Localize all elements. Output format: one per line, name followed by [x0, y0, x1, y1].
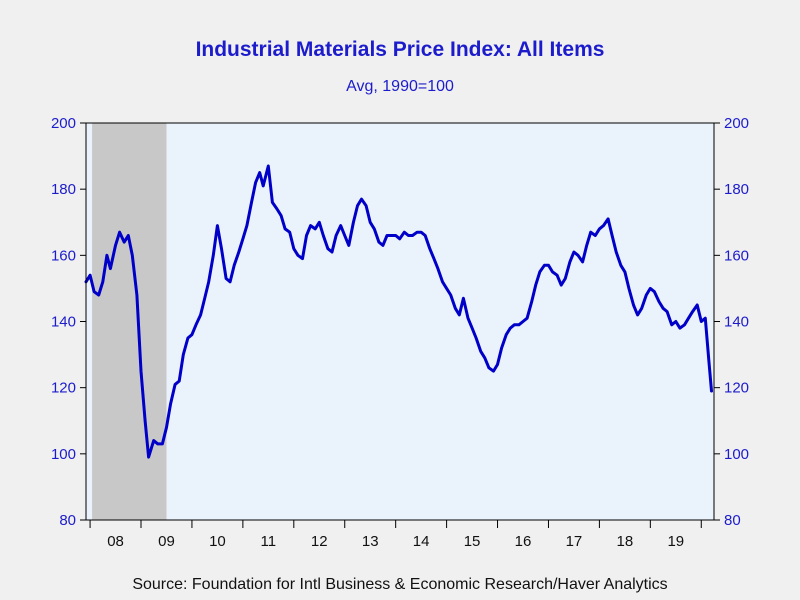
y-tick-label-left: 120: [51, 380, 76, 397]
x-tick-label: 08: [107, 533, 124, 550]
y-tick-label-right: 160: [724, 247, 749, 264]
source-note: Source: Foundation for Intl Business & E…: [132, 576, 668, 593]
y-tick-label-right: 200: [724, 115, 749, 132]
y-tick-label-right: 120: [724, 380, 749, 397]
y-tick-label-left: 80: [59, 512, 76, 529]
y-tick-label-right: 80: [724, 512, 741, 529]
y-tick-label-right: 140: [724, 314, 749, 331]
x-tick-label: 16: [515, 533, 532, 550]
x-tick-label: 15: [464, 533, 481, 550]
x-tick-label: 19: [667, 533, 684, 550]
x-tick-label: 17: [566, 533, 583, 550]
x-tick-label: 12: [311, 533, 328, 550]
x-tick-label: 13: [362, 533, 379, 550]
chart-subtitle: Avg, 1990=100: [346, 78, 454, 95]
x-tick-label: 11: [261, 533, 277, 550]
y-tick-label-left: 160: [51, 247, 76, 264]
y-tick-label-right: 100: [724, 446, 749, 463]
y-tick-label-left: 100: [51, 446, 76, 463]
y-tick-label-right: 180: [724, 181, 749, 198]
y-tick-label-left: 180: [51, 181, 76, 198]
plot-area: [86, 123, 714, 520]
series-line: [84, 164, 713, 459]
x-tick-label: 18: [617, 533, 634, 550]
x-tick-label: 09: [158, 533, 175, 550]
recession-band: [92, 123, 167, 520]
x-tick-label: 14: [413, 533, 430, 550]
x-tick-label: 10: [209, 533, 226, 550]
chart-title: Industrial Materials Price Index: All It…: [195, 38, 605, 61]
y-tick-label-left: 200: [51, 115, 76, 132]
y-tick-label-left: 140: [51, 314, 76, 331]
